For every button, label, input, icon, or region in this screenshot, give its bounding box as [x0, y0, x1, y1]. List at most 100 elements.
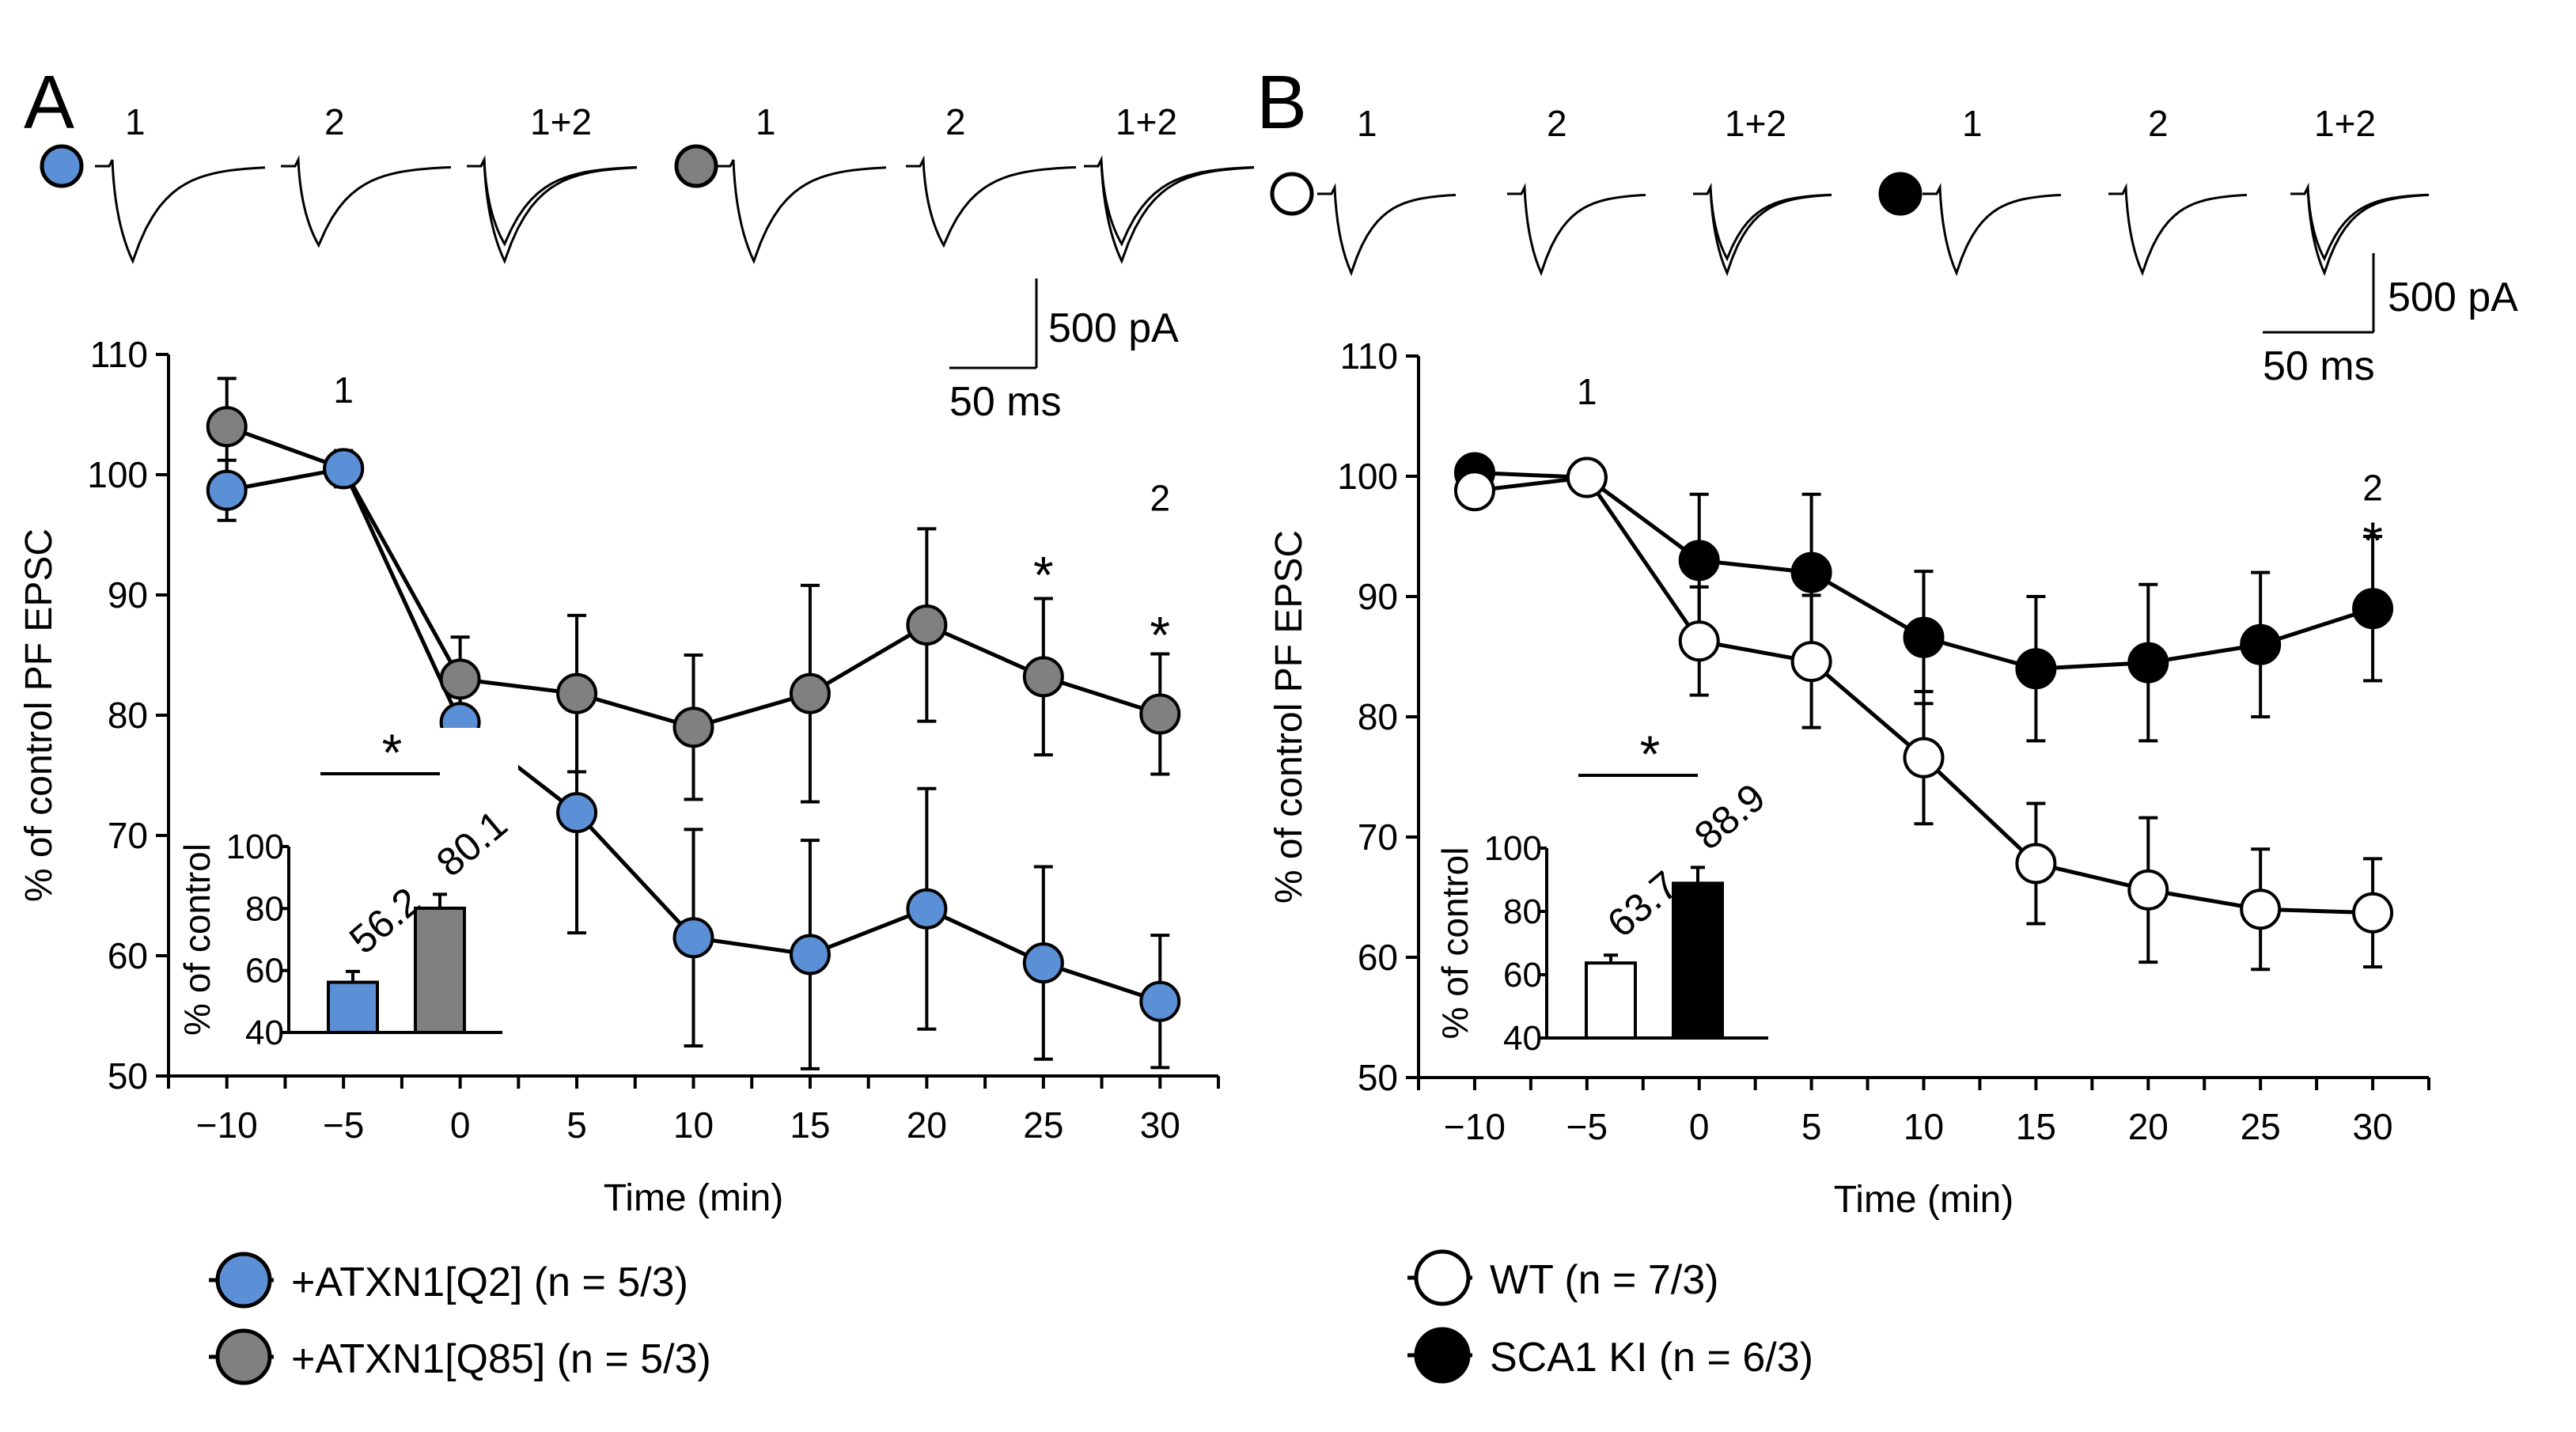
significance-star: *	[1033, 546, 1054, 604]
trace-label: 1	[1962, 103, 1983, 144]
trace-label: 1	[756, 101, 776, 142]
y-tick-label: 90	[1358, 576, 1398, 617]
trace-label: 1+2	[2314, 103, 2376, 144]
inset-y-tick-label: 100	[226, 828, 284, 866]
data-point	[1790, 641, 1832, 683]
trace-label: 2	[2148, 103, 2169, 144]
y-tick-label: 90	[108, 574, 148, 616]
trace-trace	[95, 159, 266, 264]
scalebar-vertical-label: 500 pA	[1048, 305, 1179, 351]
legend-marker	[215, 1252, 272, 1309]
significance-star: *	[1150, 606, 1170, 665]
data-point	[789, 672, 831, 714]
y-tick-label: 60	[108, 935, 148, 976]
inset-bar	[414, 906, 466, 1034]
trace-trace	[1507, 183, 1646, 277]
data-point	[1566, 456, 1608, 498]
trace-label: 2	[1547, 103, 1567, 144]
x-tick-label: 5	[1801, 1106, 1822, 1147]
inset-bar	[1672, 881, 1724, 1040]
trace-label: 1+2	[1725, 103, 1786, 144]
data-point	[556, 792, 598, 834]
scalebar-horizontal-label: 50 ms	[949, 379, 1062, 425]
x-tick-label: 0	[450, 1104, 471, 1146]
data-point	[556, 672, 598, 714]
data-point	[672, 917, 714, 959]
x-tick-label: 25	[2241, 1106, 2281, 1147]
data-point	[1678, 620, 1720, 662]
trace-trace	[1317, 183, 1457, 277]
data-point	[206, 406, 248, 448]
trace-label: 2	[324, 101, 345, 142]
y-tick-label: 100	[87, 454, 148, 495]
trace-group-marker	[40, 144, 84, 188]
x-tick-label: 20	[907, 1104, 947, 1146]
trace-group-marker	[674, 144, 718, 188]
inset-significance-star: *	[382, 723, 403, 782]
trace-trace	[1693, 183, 1832, 277]
data-point	[1678, 540, 1720, 582]
x-axis-label: Time (min)	[604, 1177, 784, 1219]
data-point	[2240, 888, 2282, 930]
inset-y-tick-label: 60	[1503, 956, 1542, 994]
trace-trace-overlay	[467, 155, 638, 247]
inset-y-tick-label: 80	[245, 889, 284, 928]
trace-trace	[2290, 183, 2430, 277]
data-point	[2352, 892, 2394, 934]
scalebar-horizontal-label: 50 ms	[2263, 343, 2375, 389]
inset-y-tick-label: 100	[1484, 829, 1542, 868]
x-tick-label: −5	[323, 1104, 364, 1146]
data-point	[1903, 737, 1945, 779]
x-tick-label: −10	[196, 1104, 258, 1146]
data-point	[1022, 656, 1064, 698]
trace-trace-overlay	[1084, 155, 1255, 247]
x-tick-label: 15	[790, 1104, 830, 1146]
data-point	[1903, 616, 1945, 658]
timepoint-label: 1	[1577, 371, 1597, 412]
data-point	[2127, 869, 2169, 911]
data-point	[906, 888, 948, 930]
trace-label: 2	[945, 101, 966, 142]
inset-bar	[1585, 961, 1637, 1040]
y-axis-label: % of control PF EPSC	[1268, 530, 1310, 904]
inset-y-axis-label: % of control	[1434, 847, 1476, 1040]
data-point	[672, 707, 714, 748]
trace-group-marker	[1270, 172, 1314, 216]
trace-trace	[906, 155, 1077, 248]
trace-group-marker	[1878, 172, 1923, 216]
data-point	[1453, 470, 1495, 512]
trace-trace	[281, 155, 452, 248]
x-tick-label: 20	[2128, 1106, 2169, 1147]
inset-bar	[327, 980, 379, 1035]
data-point	[2015, 648, 2057, 690]
legend-marker	[1414, 1249, 1471, 1306]
x-tick-label: 15	[2016, 1106, 2056, 1147]
y-tick-label: 110	[90, 334, 148, 375]
data-point	[1790, 551, 1832, 593]
y-tick-label: 50	[1358, 1057, 1398, 1098]
inset-y-axis-label: % of control	[176, 843, 218, 1036]
inset-y-tick-label: 80	[1503, 892, 1542, 931]
panel-letter: B	[1256, 60, 1307, 145]
panel-letter: A	[24, 60, 74, 145]
data-point	[323, 448, 365, 490]
trace-label: 1+2	[530, 101, 592, 142]
data-point	[2127, 642, 2169, 684]
data-point	[1022, 942, 1064, 984]
y-tick-label: 70	[1358, 816, 1398, 858]
y-tick-label: 70	[108, 815, 148, 856]
x-tick-label: 5	[566, 1104, 587, 1146]
inset-significance-star: *	[1640, 725, 1661, 783]
y-tick-label: 100	[1337, 456, 1398, 497]
trace-label: 1	[1357, 103, 1377, 144]
data-point	[439, 658, 481, 700]
trace-trace-overlay	[1693, 183, 1832, 262]
data-point	[206, 469, 248, 511]
significance-star: *	[2362, 511, 2383, 570]
data-point	[2352, 588, 2394, 630]
